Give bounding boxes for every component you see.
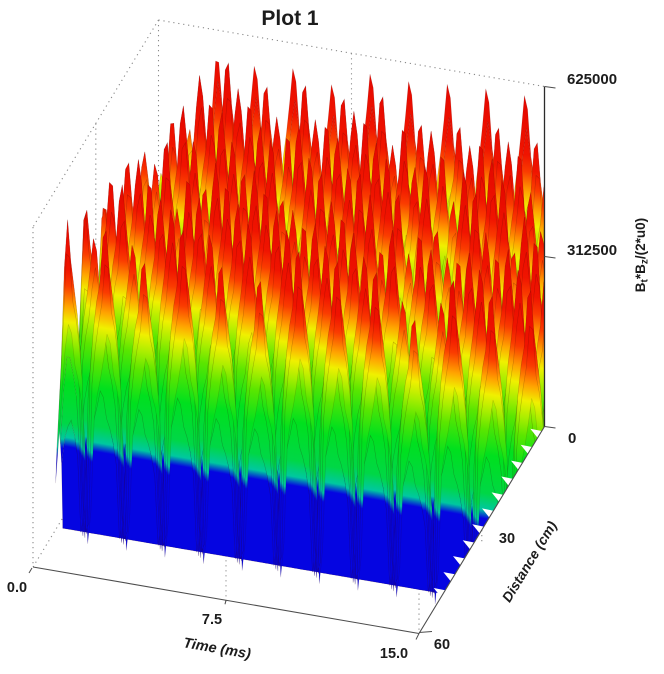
svg-text:7.5: 7.5 — [202, 612, 222, 628]
svg-text:0.0: 0.0 — [7, 580, 27, 596]
svg-text:60: 60 — [434, 637, 450, 653]
svg-text:Plot 1: Plot 1 — [261, 7, 318, 30]
svg-text:Bt*Bz/(2*u0): Bt*Bz/(2*u0) — [633, 218, 651, 292]
svg-text:625000: 625000 — [567, 71, 617, 88]
svg-text:0: 0 — [568, 430, 576, 447]
svg-text:312500: 312500 — [567, 242, 617, 259]
svg-text:15.0: 15.0 — [380, 646, 408, 662]
svg-text:30: 30 — [499, 531, 515, 547]
